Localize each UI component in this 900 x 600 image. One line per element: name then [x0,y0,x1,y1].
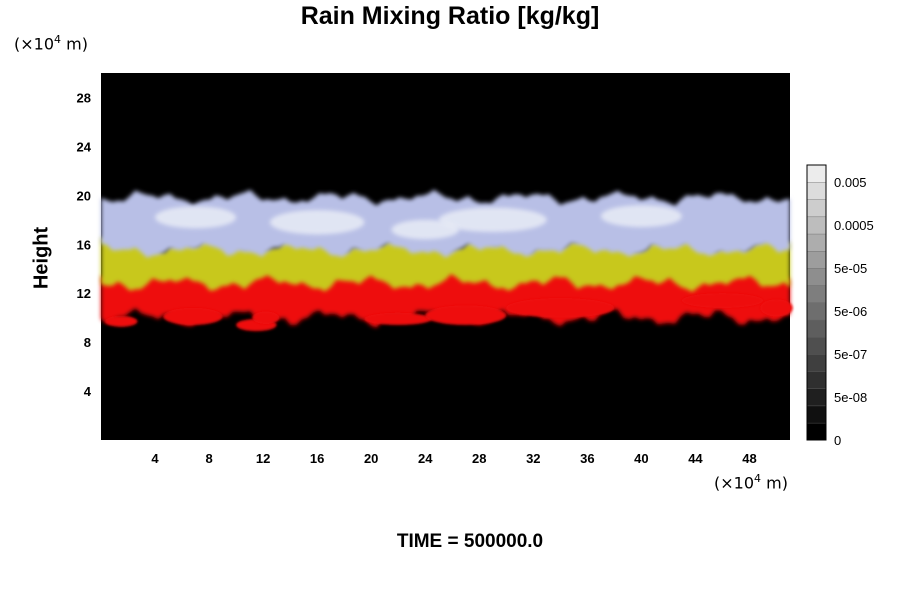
colorbar-level [806,233,827,252]
rain-patch [506,298,615,318]
rain-patch [760,299,793,317]
y-tick-label: 24 [77,139,92,154]
colorbar-label: 0 [834,433,841,448]
ice-highlight [269,210,365,235]
y-tick-label: 4 [84,384,92,399]
rain-patch [105,315,138,327]
x-tick-label: 12 [256,451,270,466]
x-tick-label: 48 [742,451,756,466]
y-tick-label: 12 [77,286,91,301]
colorbar-label: 0.0005 [834,218,874,233]
ice-highlight [155,206,237,229]
colorbar-frame [806,164,827,441]
colorbar-label: 5e-08 [834,390,867,405]
y-tick-label: 8 [84,335,91,350]
colorbar-level [806,371,827,389]
colorbar-level [806,405,827,424]
y-tick-label: 16 [77,237,91,252]
x-tick-label: 4 [151,451,159,466]
rain-patch [252,311,280,324]
colorbar-label: 5e-05 [834,261,867,276]
ice-highlight [391,219,460,240]
colorbar-level [806,181,827,200]
y-tick-label: 28 [77,90,91,105]
rain-patch [163,307,223,326]
colorbar-level [806,216,827,235]
rain-patch [364,312,432,326]
colorbar-level [806,336,827,355]
ice-highlight [438,207,547,233]
colorbar-level [806,422,827,441]
colorbar-level [806,199,827,218]
x-tick-label: 8 [205,451,212,466]
colorbar-level [806,388,827,407]
x-tick-label: 28 [472,451,486,466]
x-tick-label: 16 [310,451,324,466]
x-tick-label: 40 [634,451,648,466]
x-tick-label: 44 [688,451,703,466]
chart-title: Rain Mixing Ratio [kg/kg] [300,2,600,30]
colorbar-level [806,250,827,269]
colorbar-level [806,285,827,303]
colorbar-level [806,302,827,321]
colorbar-level [806,353,827,372]
y-axis-unit: (×104 m) [14,33,88,54]
colorbar-label: 5e-06 [834,304,867,319]
rain-patch [681,293,763,308]
colorbar-level [806,164,827,183]
y-tick-label: 20 [77,188,91,203]
time-annotation: TIME = 500000.0 [396,531,544,552]
x-tick-label: 32 [526,451,540,466]
x-tick-label: 24 [418,451,433,466]
colorbar-level [806,319,827,338]
x-tick-label: 36 [580,451,594,466]
x-axis-unit: (×104 m) [714,472,788,493]
rain-patch [425,305,507,326]
ice-highlight [600,205,682,228]
colorbar-label: 0.005 [834,175,867,190]
colorbar-label: 5e-07 [834,347,867,362]
colorbar-level [806,267,827,286]
x-tick-label: 20 [364,451,378,466]
